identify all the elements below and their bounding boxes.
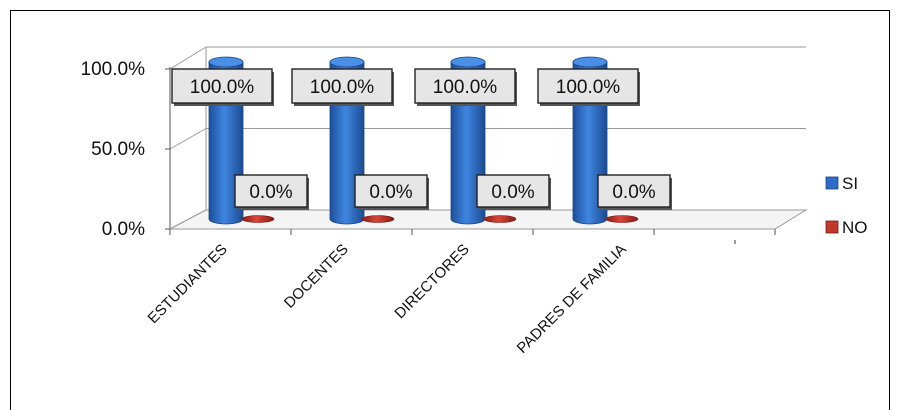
data-label-si: 100.0% xyxy=(190,77,255,98)
x-tick-label: ESTUDIANTES xyxy=(145,241,231,327)
x-tick-label: DOCENTES xyxy=(281,241,352,312)
data-label-si: 100.0% xyxy=(556,77,621,98)
bar-si-top xyxy=(329,56,365,68)
chart: 100.0%50.0%0.0%100.0%0.0%ESTUDIANTES100.… xyxy=(81,46,868,357)
bar-no-docentes xyxy=(361,215,395,223)
bar-si-top xyxy=(572,56,608,68)
gridline-side xyxy=(169,46,207,70)
data-label-no: 0.0% xyxy=(369,182,412,203)
data-label-si: 100.0% xyxy=(433,77,498,98)
legend-swatch-no xyxy=(825,220,839,234)
data-label-si: 100.0% xyxy=(310,77,375,98)
legend-label-si: SI xyxy=(842,174,858,193)
data-label-no: 0.0% xyxy=(491,182,534,203)
y-tick-label: 50.0% xyxy=(91,139,145,160)
x-tick-label: DIRECTORES xyxy=(391,241,472,322)
bar-si-top xyxy=(450,56,486,68)
data-label-box xyxy=(354,174,428,208)
legend-label-no: NO xyxy=(842,218,868,237)
chart-frame xyxy=(10,10,890,410)
data-label-box xyxy=(414,68,516,104)
y-tick-label: 0.0% xyxy=(102,219,145,240)
data-label-box xyxy=(476,174,550,208)
data-label-box xyxy=(597,174,671,208)
data-label-no: 0.0% xyxy=(612,182,655,203)
legend-swatch-si xyxy=(825,176,839,190)
data-label-box xyxy=(171,68,273,104)
data-label-no: 0.0% xyxy=(249,182,292,203)
bar-si-top xyxy=(208,56,244,68)
bar-no-estudiantes xyxy=(241,215,275,223)
data-label-box xyxy=(291,68,393,104)
data-label-box xyxy=(234,174,308,208)
gridline-side xyxy=(169,128,207,150)
data-label-box xyxy=(537,68,639,104)
x-tick-label: PADRES DE FAMILIA xyxy=(514,241,630,357)
bar-no-padres-de-familia xyxy=(605,215,639,223)
y-tick-label: 100.0% xyxy=(81,59,146,80)
bar-no-directores xyxy=(483,215,517,223)
